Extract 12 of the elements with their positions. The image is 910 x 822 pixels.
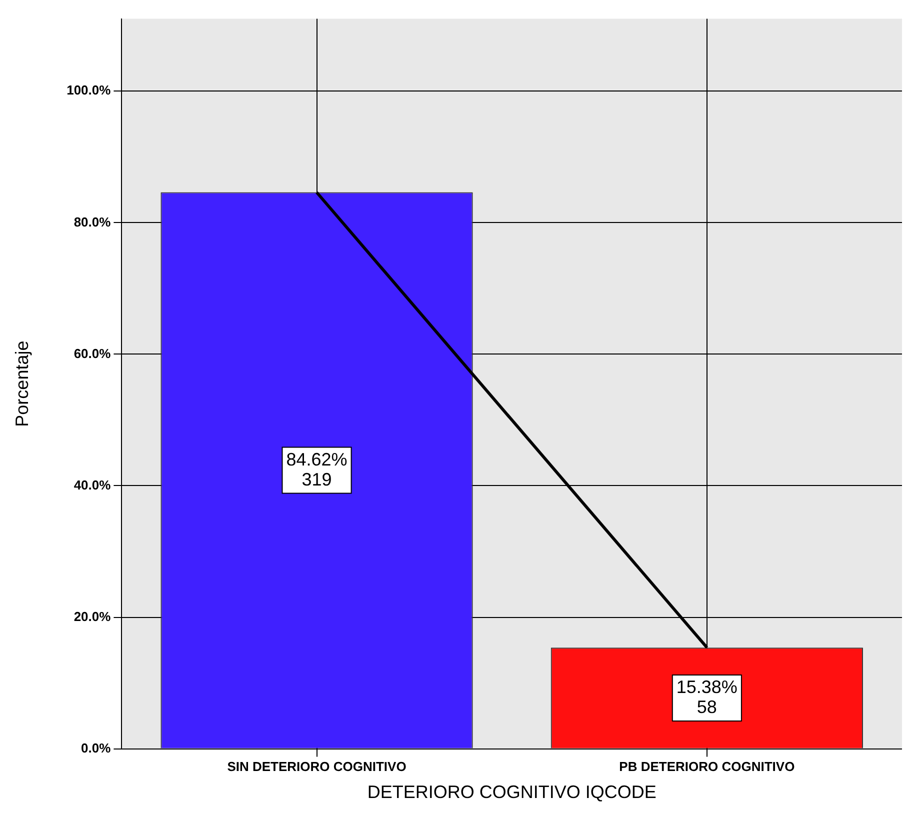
y-axis-title: Porcentaje [12, 340, 32, 427]
y-tick-label: 40.0% [74, 477, 112, 492]
x-axis-title: DETERIORO COGNITIVO IQCODE [367, 782, 656, 802]
x-tick-label: SIN DETERIORO COGNITIVO [227, 759, 406, 774]
y-tick-label: 60.0% [74, 346, 112, 361]
y-tick-label: 20.0% [74, 608, 112, 624]
x-tick-label: PB DETERIORO COGNITIVO [619, 759, 795, 774]
data-label: 15.38% 58 [676, 676, 738, 717]
y-tick-label: 80.0% [74, 214, 112, 230]
y-tick-label: 100.0% [66, 82, 112, 98]
y-tick-label: 0.0% [81, 740, 112, 756]
data-label: 84.62% 319 [286, 449, 348, 490]
